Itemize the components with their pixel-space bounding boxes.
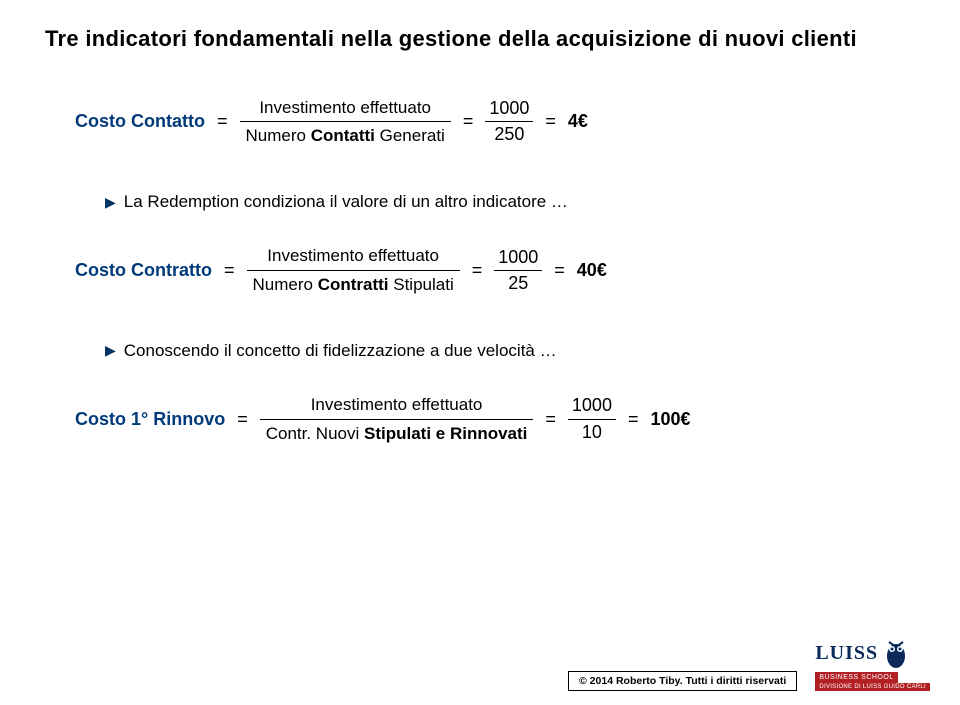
bullet-icon: ▶ xyxy=(105,342,116,359)
equals-sign: = xyxy=(235,409,250,430)
formula2-result: 40€ xyxy=(577,260,607,281)
formula2-fraction-num: 1000 25 xyxy=(494,245,542,296)
formula1-fraction-text: Investimento effettuato Numero Contatti … xyxy=(240,94,451,151)
bullet1-text: La Redemption condiziona il valore di un… xyxy=(124,192,568,212)
formula-costo-contratto: Costo Contratto = Investimento effettuat… xyxy=(75,242,915,299)
bullet1-block: ▶ La Redemption condiziona il valore di … xyxy=(105,192,915,212)
equals-sign: = xyxy=(461,111,476,132)
copyright: © 2014 Roberto Tiby. Tutti i diritti ris… xyxy=(568,671,797,691)
formula-costo-contatto: Costo Contatto = Investimento effettuato… xyxy=(75,94,915,151)
formula3-fraction-text: Investimento effettuato Contr. Nuovi Sti… xyxy=(260,391,534,448)
bullet1: ▶ La Redemption condiziona il valore di … xyxy=(105,192,915,212)
formula2-label: Costo Contratto xyxy=(75,260,212,281)
equals-sign: = xyxy=(552,260,567,281)
logo-sub1: BUSINESS SCHOOL xyxy=(815,672,897,683)
formula3-fraction-num: 1000 10 xyxy=(568,393,616,444)
formula-costo-rinnovo: Costo 1° Rinnovo = Investimento effettua… xyxy=(75,391,915,448)
equals-sign: = xyxy=(543,111,558,132)
equals-sign: = xyxy=(543,409,558,430)
formula1-fraction-num: 1000 250 xyxy=(485,96,533,147)
formula3-label: Costo 1° Rinnovo xyxy=(75,409,225,430)
bullet2-text: Conoscendo il concetto di fidelizzazione… xyxy=(124,341,557,361)
formula1-result: 4€ xyxy=(568,111,588,132)
slide-title: Tre indicatori fondamentali nella gestio… xyxy=(45,25,915,54)
equals-sign: = xyxy=(215,111,230,132)
owl-icon xyxy=(883,636,909,670)
bullet-icon: ▶ xyxy=(105,194,116,211)
logo-top: LUISS xyxy=(815,636,909,670)
formula3-result: 100€ xyxy=(650,409,690,430)
slide-container: Tre indicatori fondamentali nella gestio… xyxy=(0,0,960,705)
formula1-label: Costo Contatto xyxy=(75,111,205,132)
equals-sign: = xyxy=(470,260,485,281)
footer: © 2014 Roberto Tiby. Tutti i diritti ris… xyxy=(568,636,930,691)
formula3-denominator: Contr. Nuovi Stipulati e Rinnovati xyxy=(260,420,534,448)
bullet2-block: ▶ Conoscendo il concetto di fidelizzazio… xyxy=(105,341,915,361)
formula1-numerator: Investimento effettuato xyxy=(253,94,437,122)
logo-sub2: DIVISIONE DI LUISS GUIDO CARLI xyxy=(815,683,930,691)
bullet2: ▶ Conoscendo il concetto di fidelizzazio… xyxy=(105,341,915,361)
logo-main-text: LUISS xyxy=(815,643,878,663)
formula2-denominator: Numero Contratti Stipulati xyxy=(247,271,460,299)
equals-sign: = xyxy=(626,409,641,430)
formula1-denominator: Numero Contatti Generati xyxy=(240,122,451,150)
equals-sign: = xyxy=(222,260,237,281)
formula2-fraction-text: Investimento effettuato Numero Contratti… xyxy=(247,242,460,299)
luiss-logo: LUISS BUSINESS SCHOOL DIVISIONE DI LUISS… xyxy=(815,636,930,691)
